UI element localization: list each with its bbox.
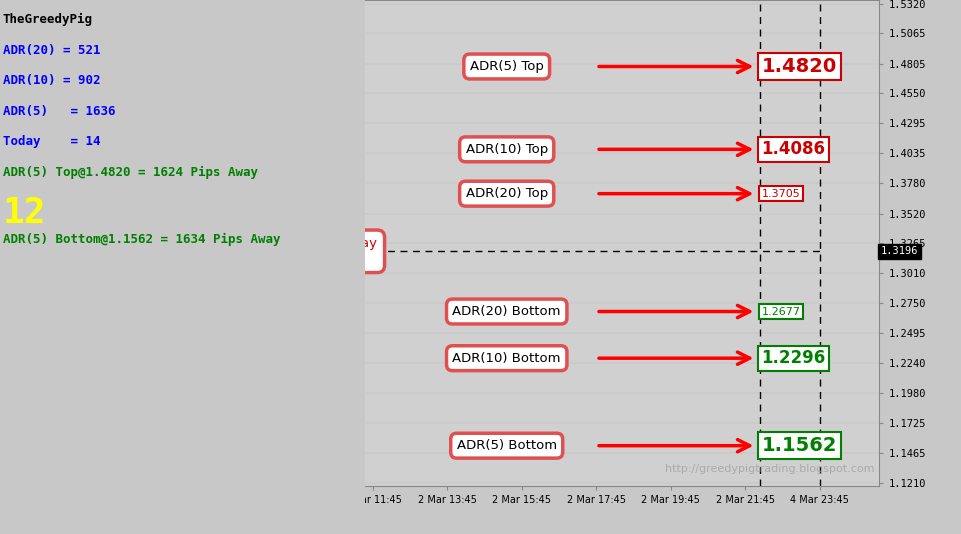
Text: 1.2296: 1.2296: [761, 349, 825, 367]
Text: ADR(20) = 521: ADR(20) = 521: [3, 44, 100, 57]
Text: http://greedypigtrading.blogspot.com: http://greedypigtrading.blogspot.com: [665, 464, 875, 474]
Text: 1.2677: 1.2677: [761, 307, 801, 317]
Text: ADR(10) Top: ADR(10) Top: [465, 143, 548, 156]
Text: ADR(5)   = 1636: ADR(5) = 1636: [3, 105, 115, 117]
Text: ADR(5) Top@1.4820 = 1624 Pips Away: ADR(5) Top@1.4820 = 1624 Pips Away: [3, 166, 258, 178]
Text: ADR(20) Top: ADR(20) Top: [465, 187, 548, 200]
Text: Indicator Inputs control the display
of these Price Boxes/Labels: Indicator Inputs control the display of …: [144, 237, 378, 265]
Text: 1.1562: 1.1562: [761, 436, 837, 455]
Text: ADR(20) Bottom: ADR(20) Bottom: [453, 305, 561, 318]
Text: ADR(10) = 902: ADR(10) = 902: [3, 74, 100, 87]
Text: ADR(10) Bottom: ADR(10) Bottom: [453, 352, 561, 365]
Text: 1.3196: 1.3196: [881, 246, 919, 256]
Text: 1.4820: 1.4820: [761, 57, 837, 76]
Text: 1.4086: 1.4086: [761, 140, 825, 159]
Text: ADR(5) Top: ADR(5) Top: [470, 60, 544, 73]
Text: ADR(5) Bottom@1.1562 = 1634 Pips Away: ADR(5) Bottom@1.1562 = 1634 Pips Away: [3, 232, 281, 246]
Text: 1.3705: 1.3705: [761, 189, 801, 199]
Text: TheGreedyPig: TheGreedyPig: [3, 13, 93, 26]
Text: Today    = 14: Today = 14: [3, 135, 100, 148]
Text: 12: 12: [3, 196, 46, 230]
Text: ADR(5) Bottom: ADR(5) Bottom: [456, 439, 556, 452]
